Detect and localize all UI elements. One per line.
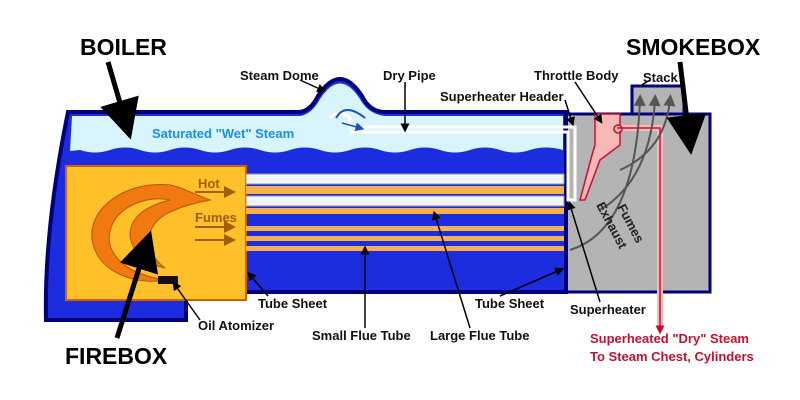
label-steam-dome: Steam Dome xyxy=(240,68,319,83)
label-hot: Hot xyxy=(198,176,220,191)
label-large-flue-tube: Large Flue Tube xyxy=(430,328,529,343)
dome-inlet xyxy=(335,109,366,119)
label-dry-pipe: Dry Pipe xyxy=(383,68,436,83)
label-superheater: Superheater xyxy=(570,302,646,317)
throttle-body-shape xyxy=(579,113,621,201)
leader-lines xyxy=(100,61,707,339)
label-fumes: Fumes xyxy=(195,210,237,225)
label-boiler: BOILER xyxy=(80,34,167,60)
flue-tubes xyxy=(245,173,565,251)
label-oil-atomizer: Oil Atomizer xyxy=(198,318,274,333)
dry-pipe xyxy=(328,111,577,202)
fume-arrows xyxy=(195,186,236,246)
exhaust-arrows xyxy=(569,94,676,251)
label-superheater-header: Superheater Header xyxy=(440,89,564,104)
oil-atomizer-shape xyxy=(158,276,178,284)
flame xyxy=(91,184,212,282)
label-small-flue-tube: Small Flue Tube xyxy=(312,328,411,343)
label-dry-steam: Superheated "Dry" Steam xyxy=(590,331,749,346)
label-smokebox: SMOKEBOX xyxy=(626,34,761,60)
steam-space xyxy=(70,83,563,153)
label-tube-sheet-left: Tube Sheet xyxy=(258,296,328,311)
label-firebox: FIREBOX xyxy=(65,343,168,369)
label-wet-steam: Saturated "Wet" Steam xyxy=(152,126,294,141)
label-dry-steam-destination: To Steam Chest, Cylinders xyxy=(590,349,754,364)
label-stack: Stack xyxy=(643,70,678,85)
label-throttle-body: Throttle Body xyxy=(534,68,619,83)
label-tube-sheet-right: Tube Sheet xyxy=(475,296,545,311)
